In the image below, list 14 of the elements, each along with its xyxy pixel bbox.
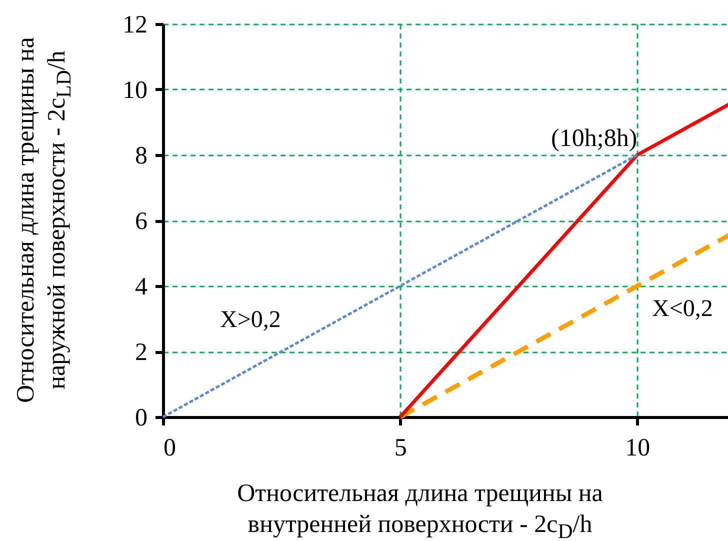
y-tick-label: 10 — [122, 77, 148, 104]
y-tick-label: 2 — [135, 339, 148, 366]
annotation: X<0,2 — [652, 295, 713, 323]
y-tick-label: 12 — [122, 12, 148, 38]
y-tick-label: 0 — [135, 404, 148, 432]
y-tick-label: 8 — [135, 142, 148, 170]
x-axis-title: Относительная длина трещины на внутренней поверхности - 2c$_{D}$/h — [236, 479, 604, 541]
annotation: X>0,2 — [220, 306, 281, 334]
x-tick-label: 5 — [394, 434, 407, 462]
x-tick-label: 0 — [164, 434, 176, 462]
annotation: (10h;8h) — [551, 125, 638, 152]
x-tick-label: 10 — [625, 434, 650, 462]
y-tick-label: 6 — [135, 208, 148, 235]
y-tick-label: 4 — [135, 274, 148, 300]
